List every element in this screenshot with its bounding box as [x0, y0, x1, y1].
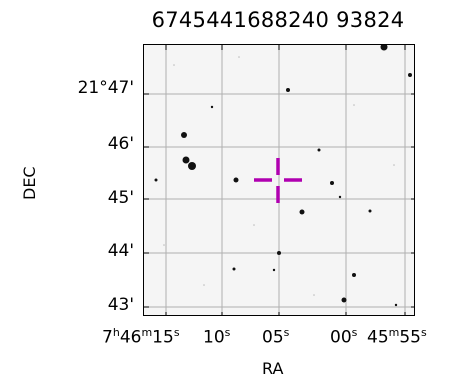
star [330, 181, 334, 185]
ra-tick-05s: 05s [262, 326, 290, 348]
star [286, 88, 290, 92]
star [394, 303, 398, 307]
star [338, 195, 342, 199]
stars [154, 45, 412, 307]
ra-tick-10s: 10s [203, 326, 231, 348]
star [277, 251, 281, 255]
star [182, 156, 190, 164]
dec-axis-label: DEC [20, 166, 39, 200]
dec-tick-43: 43' [107, 295, 134, 315]
star [341, 297, 347, 303]
dec-tick-47: 21°47' [77, 78, 134, 98]
background-specks [163, 56, 395, 296]
sky-canvas [144, 45, 414, 315]
plot-title: 6745441688240 93824 [151, 8, 405, 32]
star [188, 162, 196, 170]
ra-tick-7h46m15s: 7h46m15s [102, 326, 180, 348]
star [233, 177, 239, 183]
ra-axis-label: RA [262, 359, 284, 378]
star [154, 178, 158, 182]
dec-tick-labels: 21°47' 46' 45' 44' 43' [0, 0, 134, 381]
axis-ticks [144, 45, 414, 315]
dec-tick-46: 46' [107, 134, 134, 154]
grid [144, 45, 414, 315]
star [408, 73, 412, 77]
star [368, 209, 372, 213]
dec-tick-45: 45' [107, 188, 134, 208]
target-crosshair-icon [254, 158, 302, 203]
star [317, 148, 321, 152]
star [299, 209, 305, 215]
star [380, 45, 388, 51]
star [210, 105, 214, 109]
star [272, 268, 276, 272]
ra-tick-45m55s: 45m55s [367, 326, 427, 348]
dec-tick-44: 44' [107, 241, 134, 261]
star [181, 132, 187, 138]
star [352, 273, 356, 277]
ra-tick-00s: 00s [330, 326, 358, 348]
sky-image [143, 44, 415, 316]
star [232, 267, 236, 271]
